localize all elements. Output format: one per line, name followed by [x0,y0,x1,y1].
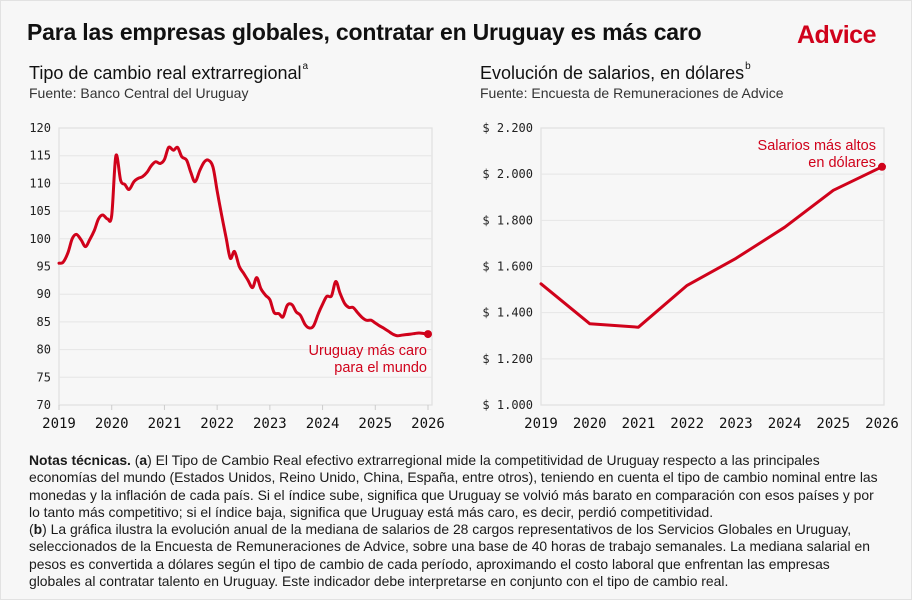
x-tick-label: 2025 [816,416,850,432]
annotation-text: Salarios más altos [758,138,876,154]
y-tick-label: 100 [29,232,51,246]
x-tick-label: 2020 [573,416,607,432]
x-tick-label: 2025 [358,416,392,432]
y-tick-label: $ 2.200 [482,121,533,135]
y-tick-label: 110 [29,176,51,190]
y-tick-label: $ 1.600 [482,260,533,274]
series-line [57,145,430,338]
left-chart-footnote-marker: a [302,61,309,72]
y-tick-label: $ 1.200 [482,352,533,366]
y-tick-label: 120 [29,121,51,135]
y-tick-label: $ 1.400 [482,306,533,320]
y-tick-label: $ 1.000 [482,398,533,412]
advice-logo: Advice [797,21,876,49]
technical-notes: Notas técnicas. (a) El Tipo de Cambio Re… [29,452,878,590]
y-tick-label: 105 [29,204,51,218]
right-chart-source: Fuente: Encuesta de Remuneraciones de Ad… [480,85,784,101]
note-a-marker: a [139,452,148,468]
x-tick-label: 2022 [670,416,704,432]
x-tick-label: 2019 [42,416,76,432]
y-tick-label: 80 [37,343,51,357]
series-line [539,165,884,329]
x-tick-label: 2023 [253,416,287,432]
y-tick-label: 95 [37,260,51,274]
x-tick-label: 2024 [768,416,802,432]
annotation-text: en dólares [808,155,876,171]
x-tick-label: 2020 [95,416,129,432]
note-b-marker: b [33,521,43,538]
x-tick-label: 2019 [524,416,558,432]
y-tick-label: $ 1.800 [482,213,533,227]
note-a-text: El Tipo de Cambio Real efectivo extrarre… [29,452,878,520]
y-tick-label: $ 2.000 [482,167,533,181]
y-tick-label: 90 [37,287,51,301]
y-tick-label: 75 [37,370,51,384]
left-chart-source: Fuente: Banco Central del Uruguay [29,85,249,101]
endpoint-marker [878,162,886,171]
right-chart-footnote-marker: b [745,61,751,72]
x-tick-label: 2026 [865,416,899,432]
page-title: Para las empresas globales, contratar en… [27,19,702,45]
annotation-text: Uruguay más caro [309,343,427,359]
notes-lead: Notas técnicas. [29,452,131,468]
left-chart: 70 75 80 85 90 95 100 105 110 115 120 2019 2020 2021 2… [29,121,445,432]
y-tick-label: 70 [37,398,51,412]
x-tick-label: 2021 [148,416,182,432]
x-tick-label: 2024 [306,416,340,432]
x-tick-label: 2023 [719,416,753,432]
x-tick-label: 2022 [200,416,234,432]
annotation-text: para el mundo [334,360,427,376]
endpoint-marker [424,330,432,339]
right-chart: $ 1.000 $ 1.200 $ 1.400 $ 1.600 $ 1.800 $ 2.0… [482,121,898,432]
right-chart-title: Evolución de salarios, en dólaresb [480,61,751,83]
y-tick-label: 85 [37,315,51,329]
note-b-text: La gráfica ilustra la evolución anual de… [29,521,870,590]
y-tick-label: 115 [29,149,51,163]
x-tick-label: 2021 [622,416,656,432]
left-chart-title: Tipo de cambio real extrarregionala [29,61,309,83]
x-tick-label: 2026 [411,416,445,432]
